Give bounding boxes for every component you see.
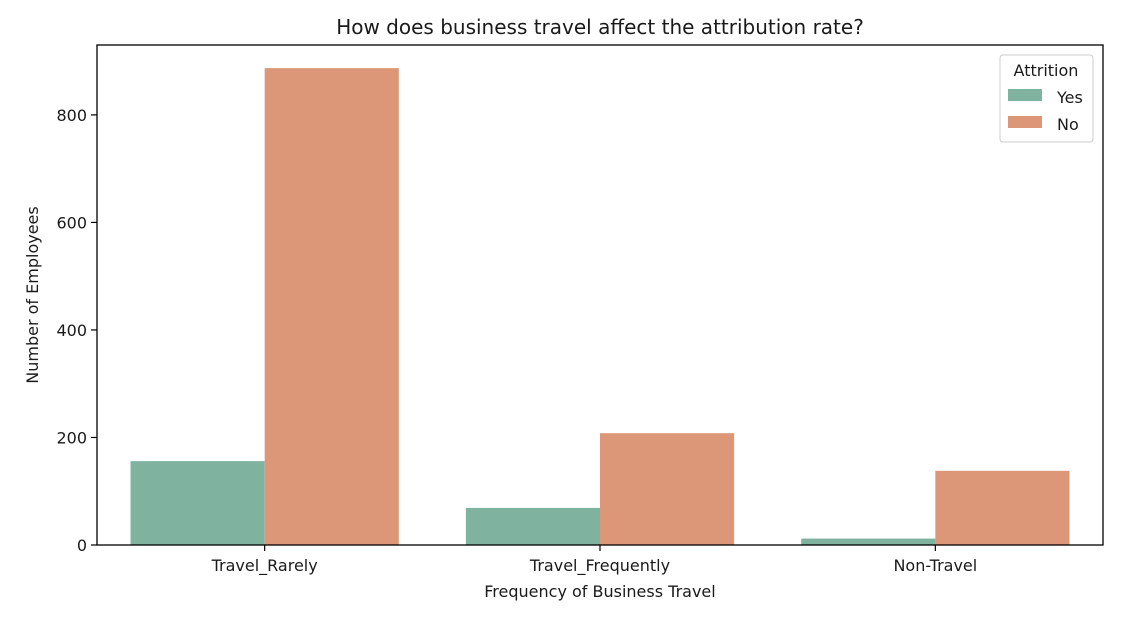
- bar-no-travel_frequently: [600, 433, 735, 545]
- bar-no-non-travel: [935, 470, 1070, 545]
- y-tick-label: 200: [56, 428, 87, 447]
- bars-group: [130, 68, 1070, 545]
- x-axis-label: Frequency of Business Travel: [484, 582, 715, 601]
- legend-label-no: No: [1057, 115, 1079, 134]
- legend: Attrition Yes No: [999, 54, 1094, 143]
- legend-swatch-no: [1008, 116, 1042, 128]
- chart-title: How does business travel affect the attr…: [336, 15, 864, 39]
- x-tick-label: Non-Travel: [893, 556, 977, 575]
- y-tick-label: 600: [56, 213, 87, 232]
- x-tick-label: Travel_Frequently: [529, 556, 670, 576]
- y-tick-label: 400: [56, 321, 87, 340]
- bar-yes-travel_rarely: [130, 461, 265, 545]
- legend-swatch-yes: [1008, 89, 1042, 101]
- y-tick-label: 0: [77, 536, 87, 555]
- bar-yes-travel_frequently: [465, 507, 600, 545]
- legend-label-yes: Yes: [1056, 88, 1083, 107]
- x-axis-ticks: Travel_Rarely Travel_Frequently Non-Travel: [211, 545, 977, 576]
- bar-yes-non-travel: [801, 538, 936, 545]
- legend-entries: Yes No: [1008, 88, 1083, 134]
- y-axis-label: Number of Employees: [23, 206, 42, 383]
- bar-no-travel_rarely: [264, 68, 399, 545]
- legend-title: Attrition: [1014, 61, 1079, 80]
- plot-area-frame: [96, 44, 1104, 546]
- y-tick-label: 800: [56, 106, 87, 125]
- x-tick-label: Travel_Rarely: [211, 556, 318, 576]
- y-axis-ticks: 0 200 400 600 800: [56, 106, 97, 555]
